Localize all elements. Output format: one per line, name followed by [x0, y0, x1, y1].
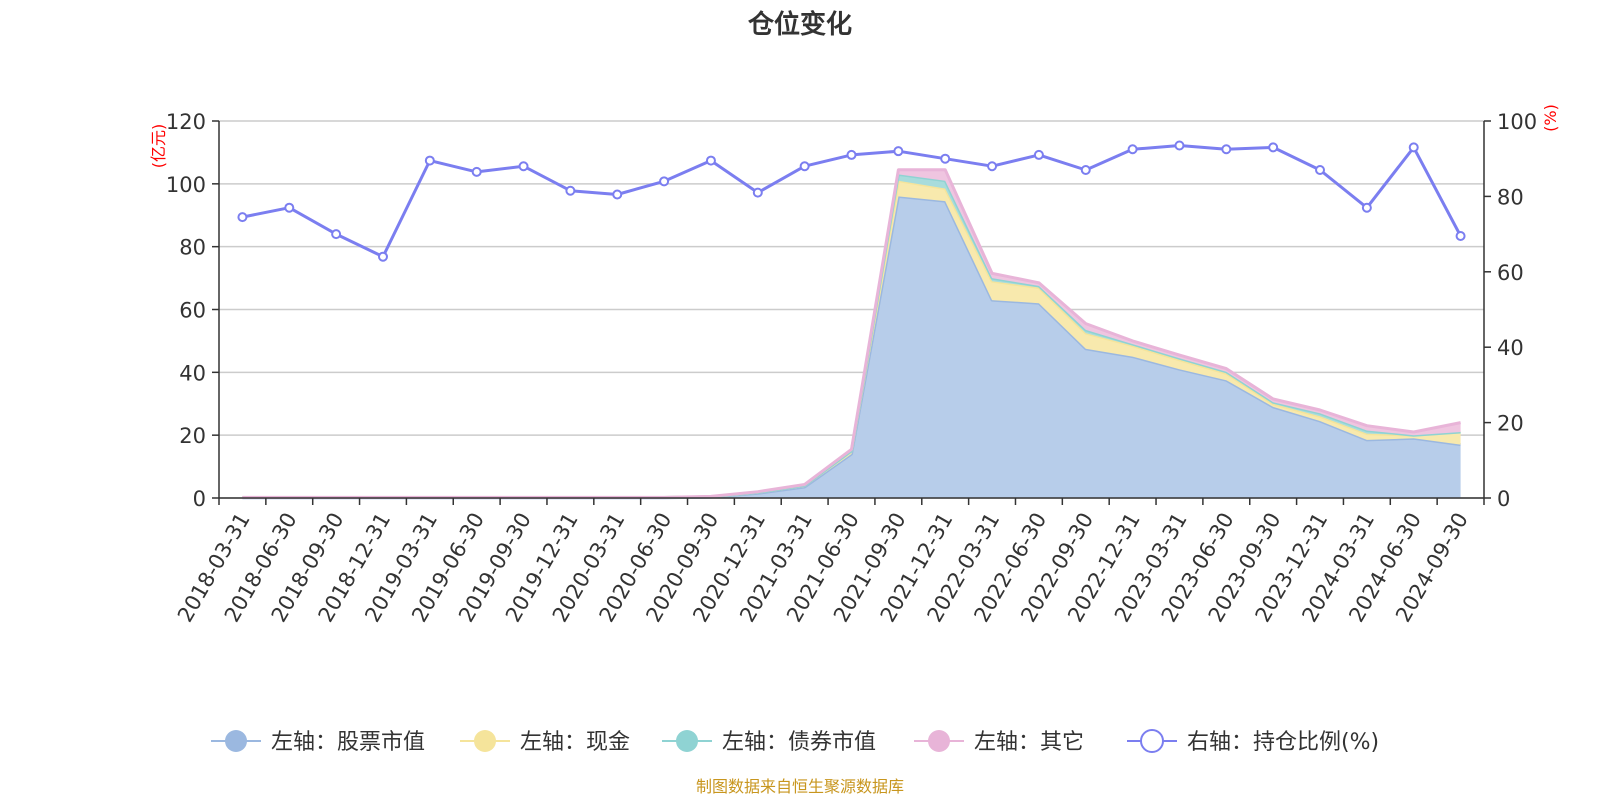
legend-label-0: 左轴：股票市值	[271, 730, 425, 755]
left-tick-label: 20	[179, 424, 206, 448]
right-tick-label: 20	[1497, 412, 1524, 436]
left-tick-label: 40	[179, 361, 206, 385]
ratio-point	[799, 161, 810, 172]
left-tick-label: 100	[166, 173, 206, 197]
stacked-areas	[242, 168, 1461, 500]
axes: 0204060801001200204060801002018-03-31201…	[166, 110, 1537, 626]
legend-marker-3	[928, 730, 950, 752]
ratio-point	[424, 155, 435, 166]
ratio-point	[752, 187, 763, 198]
legend-label-2: 左轴：债券市值	[722, 730, 876, 755]
left-tick-label: 80	[179, 236, 206, 260]
right-tick-label: 100	[1497, 110, 1537, 134]
ratio-point	[1221, 144, 1232, 155]
ratio-point	[518, 161, 529, 172]
right-tick-label: 0	[1497, 487, 1510, 511]
ratio-point	[846, 149, 857, 160]
ratio-point	[612, 189, 623, 200]
left-axis-unit: (亿元)	[149, 124, 168, 169]
legend-marker-0	[225, 730, 247, 752]
left-tick-label: 0	[193, 487, 206, 511]
ratio-point	[1127, 144, 1138, 155]
ratio-point	[1408, 142, 1419, 153]
left-tick-label: 60	[179, 299, 206, 323]
ratio-point	[987, 161, 998, 172]
right-tick-label: 40	[1497, 336, 1524, 360]
ratio-point	[1455, 230, 1466, 241]
ratio-point	[1174, 140, 1185, 151]
ratio-point	[1361, 202, 1372, 213]
ratio-point	[565, 185, 576, 196]
right-tick-label: 80	[1497, 185, 1524, 209]
ratio-point	[1268, 142, 1279, 153]
ratio-point	[659, 176, 670, 187]
ratio-point	[237, 212, 248, 223]
legend-label-4: 右轴：持仓比例(%)	[1187, 730, 1379, 755]
ratio-point	[471, 166, 482, 177]
ratio-point	[940, 153, 951, 164]
legend-label-1: 左轴：现金	[520, 730, 630, 755]
right-tick-label: 60	[1497, 261, 1524, 285]
legend-label-3: 左轴：其它	[974, 730, 1084, 755]
chart-title: 仓位变化	[747, 9, 852, 40]
legend: 左轴：股票市值 左轴：现金 左轴：债券市值 左轴：其它 右轴：持仓比例(%)	[211, 729, 1379, 755]
ratio-line	[237, 140, 1466, 262]
ratio-point	[1315, 165, 1326, 176]
area-0	[242, 196, 1461, 498]
ratio-point	[284, 202, 295, 213]
ratio-point	[377, 251, 388, 262]
ratio-point	[331, 229, 342, 240]
ratio-point	[1080, 165, 1091, 176]
left-tick-label: 120	[166, 110, 206, 134]
ratio-point	[893, 146, 904, 157]
ratio-point	[1033, 149, 1044, 160]
ratio-point	[705, 155, 716, 166]
legend-marker-1	[474, 730, 496, 752]
legend-marker-2	[676, 730, 698, 752]
source-note: 制图数据来自恒生聚源数据库	[696, 777, 904, 796]
legend-marker-4	[1140, 729, 1164, 753]
right-axis-unit: (%)	[1541, 104, 1560, 132]
